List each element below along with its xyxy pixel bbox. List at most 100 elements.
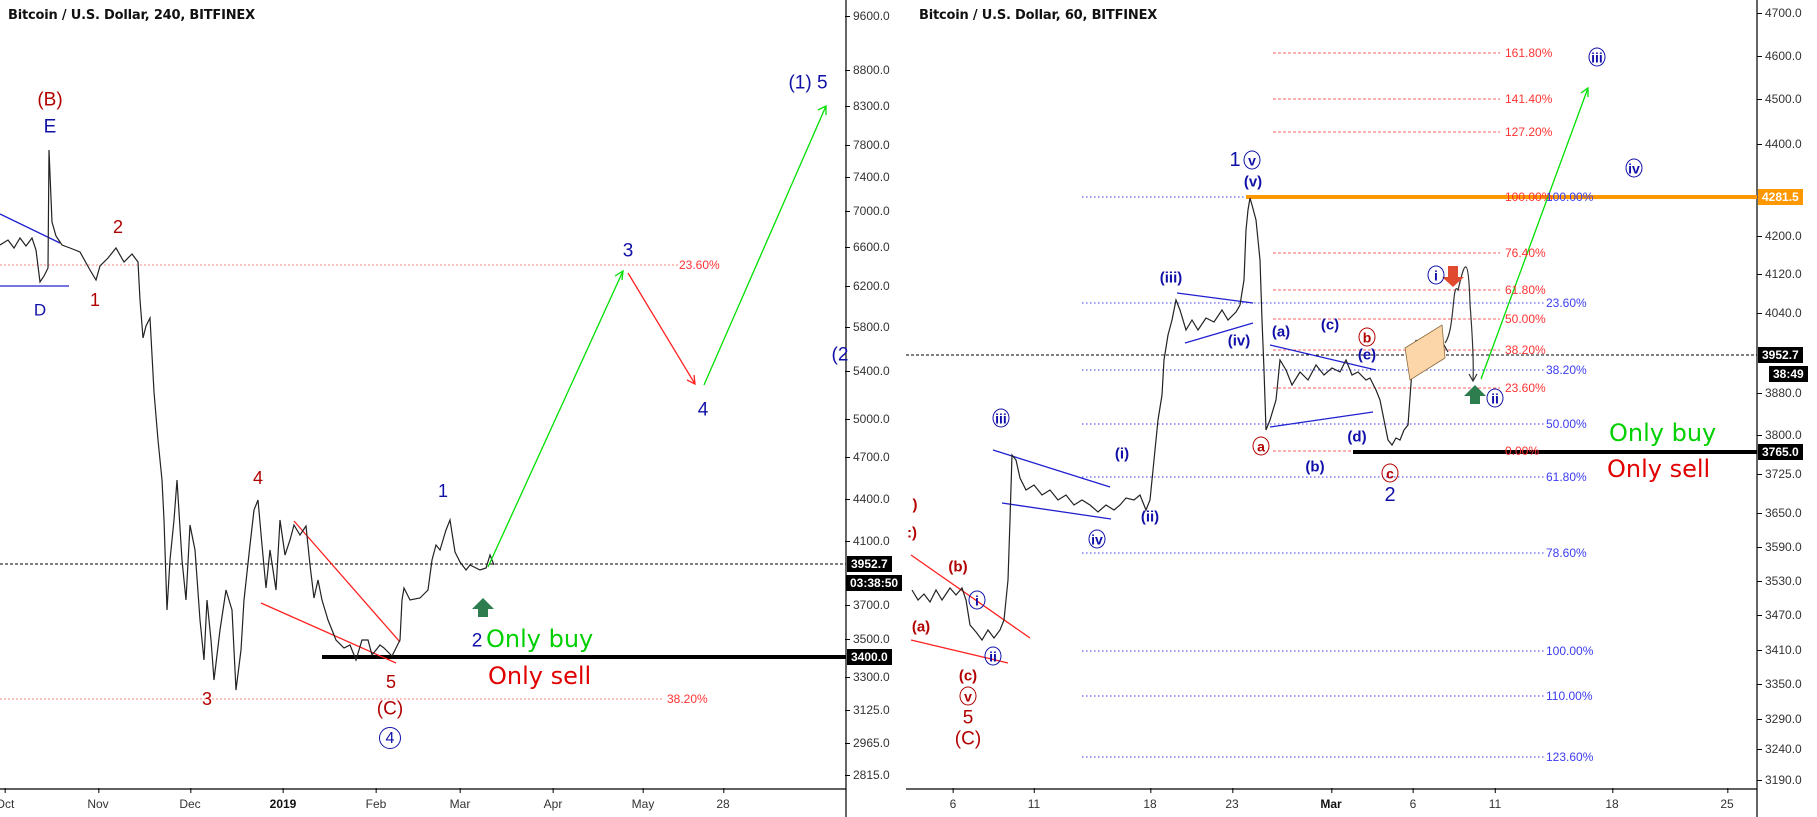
wave-label-circ-c: c xyxy=(1381,463,1399,483)
fib-ret-100: 100.00% xyxy=(1546,644,1594,658)
x-tick: Apr xyxy=(543,788,563,811)
resistance-level-badge: 4281.5 xyxy=(1758,189,1803,205)
y-tick: 3190.0 xyxy=(1757,773,1802,787)
y-tick: 3240.0 xyxy=(1757,742,1802,756)
y-tick: 3500.0 xyxy=(845,632,890,646)
wave-label-right-red-edge2: :) xyxy=(907,524,917,542)
left-chart-panel[interactable]: Bitcoin / U.S. Dollar, 240, BITFINEX (B)… xyxy=(0,0,848,817)
fib-ext-0: 0.00% xyxy=(1505,444,1540,458)
y-tick: 4700.0 xyxy=(1757,6,1802,20)
wave-label-paren-b: (b) xyxy=(1305,458,1325,476)
wave-label-red-a: (a) xyxy=(911,618,931,636)
wave-label-future-iii: iii xyxy=(1588,47,1606,67)
y-tick: 3290.0 xyxy=(1757,712,1802,726)
wave-label-future-iv: iv xyxy=(1625,158,1643,178)
bar-countdown-badge: 03:38:50 xyxy=(846,575,903,591)
wave-label-right-red-edge1: ) xyxy=(912,496,918,514)
wave-label-D: D xyxy=(33,300,47,320)
wave-label-blue-4: 4 xyxy=(697,399,709,421)
fib-ret-38-2: 38.20% xyxy=(1546,363,1587,377)
left-chart-title: Bitcoin / U.S. Dollar, 240, BITFINEX xyxy=(8,8,255,23)
x-tick: 18 xyxy=(1143,788,1157,811)
y-tick: 9600.0 xyxy=(845,9,890,23)
wave-label-circ-b: b xyxy=(1358,327,1376,347)
y-tick: 4400.0 xyxy=(1757,137,1802,151)
x-tick: 11 xyxy=(1488,788,1502,811)
x-tick: Oct xyxy=(0,788,14,811)
y-tick: 3880.0 xyxy=(1757,386,1802,400)
y-tick: 5400.0 xyxy=(845,364,890,378)
fib-ext-23-6: 23.60% xyxy=(1505,381,1546,395)
right-chart-panel[interactable]: Bitcoin / U.S. Dollar, 60, BITFINEX xyxy=(906,0,1757,817)
only-buy-label: Only buy xyxy=(486,625,594,653)
last-price-badge: 3952.7 xyxy=(847,556,892,572)
y-tick: 3350.0 xyxy=(1757,677,1802,691)
fib-ext-100: 100.00% xyxy=(1505,190,1553,204)
y-tick: 4100.0 xyxy=(845,534,890,548)
x-tick: 25 xyxy=(1720,788,1734,811)
fib-ext-76-4: 76.40% xyxy=(1505,246,1546,260)
only-sell-label: Only sell xyxy=(488,662,592,690)
fib-label-23-6: 23.60% xyxy=(679,258,720,272)
last-price-badge-right: 3952.7 xyxy=(1758,347,1803,363)
fib-ext-50: 50.00% xyxy=(1505,312,1546,326)
wave-label-red-4: 4 xyxy=(252,468,264,488)
fib-ret-61-8: 61.80% xyxy=(1546,470,1587,484)
x-tick: 2019 xyxy=(269,788,297,811)
wave-label-B: (B) xyxy=(37,89,63,111)
wave-label-blue-2: 2 xyxy=(471,630,483,652)
fib-ext-38-2: 38.20% xyxy=(1505,343,1546,357)
fib-ret-78-6: 78.60% xyxy=(1546,546,1587,560)
y-tick: 3125.0 xyxy=(845,703,890,717)
support-level-badge-right: 3765.0 xyxy=(1758,444,1803,460)
fib-ext-141-4: 141.40% xyxy=(1505,92,1553,106)
y-tick: 8300.0 xyxy=(845,99,890,113)
wave-label-blue-3: 3 xyxy=(622,240,634,262)
y-tick: 3700.0 xyxy=(845,598,890,612)
y-tick: 3725.0 xyxy=(1757,467,1802,481)
y-tick: 6600.0 xyxy=(845,240,890,254)
wave-label-circ-iv: iv xyxy=(1088,529,1106,549)
only-sell-label-right: Only sell xyxy=(1607,455,1711,483)
y-tick: 8800.0 xyxy=(845,63,890,77)
x-tick: 23 xyxy=(1225,788,1239,811)
x-tick: Mar xyxy=(1320,788,1342,811)
fib-ext-127-2: 127.20% xyxy=(1505,125,1553,139)
x-tick: Mar xyxy=(449,788,471,811)
x-tick: Feb xyxy=(365,788,387,811)
wave-label-circ-ii-low: ii xyxy=(984,646,1002,666)
fib-ext-161-8: 161.80% xyxy=(1505,46,1553,60)
x-tick: 6 xyxy=(949,788,957,811)
y-tick: 4700.0 xyxy=(845,450,890,464)
y-tick: 2815.0 xyxy=(845,768,890,782)
y-tick: 4600.0 xyxy=(1757,49,1802,63)
wave-label-future-ii: ii xyxy=(1486,388,1504,408)
wave-label-red-1: 1 xyxy=(89,290,101,310)
y-tick: 3800.0 xyxy=(1757,428,1802,442)
wave-label-paren-c: (c) xyxy=(1320,316,1340,334)
wave-label-paren-e: (e) xyxy=(1357,346,1377,364)
wave-label-paren-v: (v) xyxy=(1243,173,1263,191)
wave-label-E: E xyxy=(43,116,57,138)
wave-label-paren-d: (d) xyxy=(1347,428,1367,446)
wave-label-blue-1: 1 xyxy=(437,481,449,501)
wave-label-red-C-right: (C) xyxy=(954,728,982,750)
bar-countdown-badge-right: 38:49 xyxy=(1769,366,1808,382)
wave-label-target-1-5: (1) 5 xyxy=(788,72,828,94)
fib-ret-100-top: 100.00% xyxy=(1546,190,1594,204)
wave-label-red-5: 5 xyxy=(385,672,397,692)
y-tick: 3470.0 xyxy=(1757,608,1802,622)
wave-label-red-3: 3 xyxy=(201,689,213,709)
fib-ext-61-8: 61.80% xyxy=(1505,283,1546,297)
y-tick: 4400.0 xyxy=(845,492,890,506)
wave-label-red-5-right: 5 xyxy=(962,707,974,729)
fib-ret-123-6: 123.60% xyxy=(1546,750,1594,764)
wave-label-circ-v: v xyxy=(1243,150,1261,170)
wave-label-red-2: 2 xyxy=(112,217,124,237)
y-tick: 3530.0 xyxy=(1757,574,1802,588)
wave-label-paren-i: (i) xyxy=(1114,445,1130,463)
wave-label-paren-iii: (iii) xyxy=(1159,269,1183,287)
x-tick: Nov xyxy=(87,788,109,811)
x-tick: 6 xyxy=(1409,788,1417,811)
fib-label-38-2: 38.20% xyxy=(667,692,708,706)
